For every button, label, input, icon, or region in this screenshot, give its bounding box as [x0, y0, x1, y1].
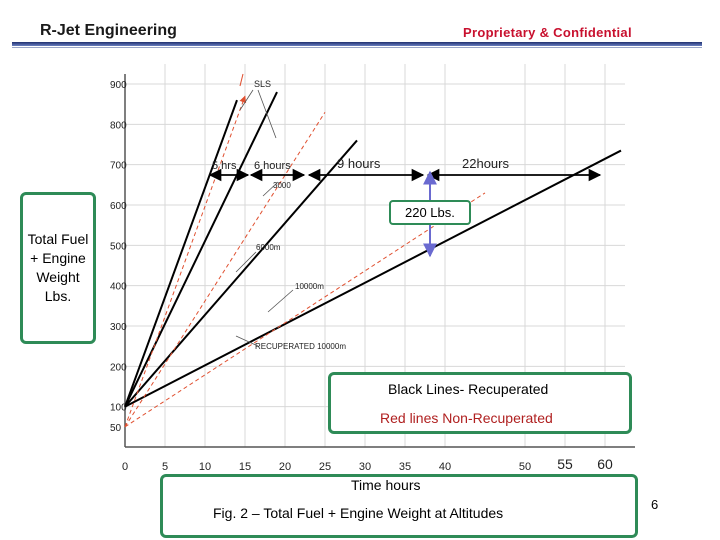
- leader-3000: [262, 181, 279, 197]
- series-line-recuperated: [124, 91, 278, 408]
- figure-title-box: Time hours Fig. 2 – Total Fuel + Engine …: [160, 474, 638, 538]
- y-tick-label: 600: [110, 201, 127, 212]
- x-axis-label: Time hours: [351, 477, 421, 493]
- x-tick-label: 0: [122, 461, 128, 473]
- annotation-6000m: 6000m: [256, 243, 281, 252]
- axes: 0 5 10 15 20 25 30 35 40 50 55 60 50 100 200 300 400 500 6…: [110, 74, 635, 473]
- x-tick-label: 35: [399, 461, 411, 473]
- series-line-recuperated: [124, 149, 622, 408]
- annotation-22-hours: 22hours: [462, 156, 509, 171]
- y-tick-label: 50: [110, 423, 122, 434]
- annotations: SLS 3000 6000m 10000m RECUPERATED 10000m 5 hr…: [208, 73, 602, 351]
- x-tick-label: 40: [439, 461, 451, 473]
- y-tick-label: 400: [110, 282, 127, 293]
- series-line-recuperated: [124, 139, 358, 408]
- x-tick-label: 30: [359, 461, 371, 473]
- sls-pointer: [239, 73, 244, 87]
- legend: Black Lines- Recuperated Red lines Non-R…: [328, 372, 632, 434]
- x-tick-label: 10: [199, 461, 211, 473]
- confidential-label: Proprietary & Confidential: [463, 25, 632, 40]
- weight-difference-label: 220 Lbs.: [389, 200, 471, 225]
- x-tick-label: 25: [319, 461, 331, 473]
- annotation-10000m: 10000m: [295, 282, 324, 291]
- x-tick-label: 20: [279, 461, 291, 473]
- x-tick-label: 15: [239, 461, 251, 473]
- leader-6000m: [235, 251, 257, 273]
- page-number: 6: [651, 497, 659, 512]
- y-tick-label: 100: [110, 403, 127, 414]
- series-line-recuperated: [124, 99, 238, 408]
- series-line-non-recuperated: [124, 111, 326, 428]
- annotation-sls: SLS: [254, 79, 271, 89]
- leader-sls-2: [257, 89, 277, 139]
- legend-non-recuperated: Red lines Non-Recuperated: [380, 410, 553, 426]
- company-name: R-Jet Engineering: [40, 22, 177, 39]
- annotation-recuperated-10000m: RECUPERATED 10000m: [255, 342, 346, 351]
- y-axis-label: Total Fuel + Engine Weight Lbs.: [27, 231, 89, 304]
- leader-recuperated: [235, 335, 259, 347]
- legend-recuperated: Black Lines- Recuperated: [388, 381, 549, 397]
- leader-10000m: [267, 289, 294, 313]
- x-tick-label: 60: [597, 456, 613, 472]
- annotation-6-hours: 6 hours: [254, 160, 291, 172]
- header-rule: [12, 42, 702, 46]
- y-tick-label: 500: [110, 241, 127, 252]
- x-tick-label: 55: [557, 456, 573, 472]
- y-tick-label: 900: [110, 80, 127, 91]
- y-tick-label: 700: [110, 161, 127, 172]
- x-tick-label: 50: [519, 461, 531, 473]
- series-line-non-recuperated: [124, 95, 247, 428]
- y-axis-label-box: Total Fuel + Engine Weight Lbs.: [20, 192, 96, 344]
- annotation-3000: 3000: [273, 181, 291, 190]
- leader-sls: [239, 89, 254, 111]
- x-tick-label: 5: [162, 461, 168, 473]
- annotation-9-hours: 9 hours: [337, 156, 381, 171]
- y-tick-label: 300: [110, 322, 127, 333]
- figure-title: Fig. 2 – Total Fuel + Engine Weight at A…: [213, 505, 504, 521]
- y-tick-label: 200: [110, 362, 127, 373]
- y-tick-label: 800: [110, 120, 127, 131]
- header-rule-thin: [12, 47, 702, 48]
- annotation-5-hrs: 5 hrs: [212, 160, 237, 172]
